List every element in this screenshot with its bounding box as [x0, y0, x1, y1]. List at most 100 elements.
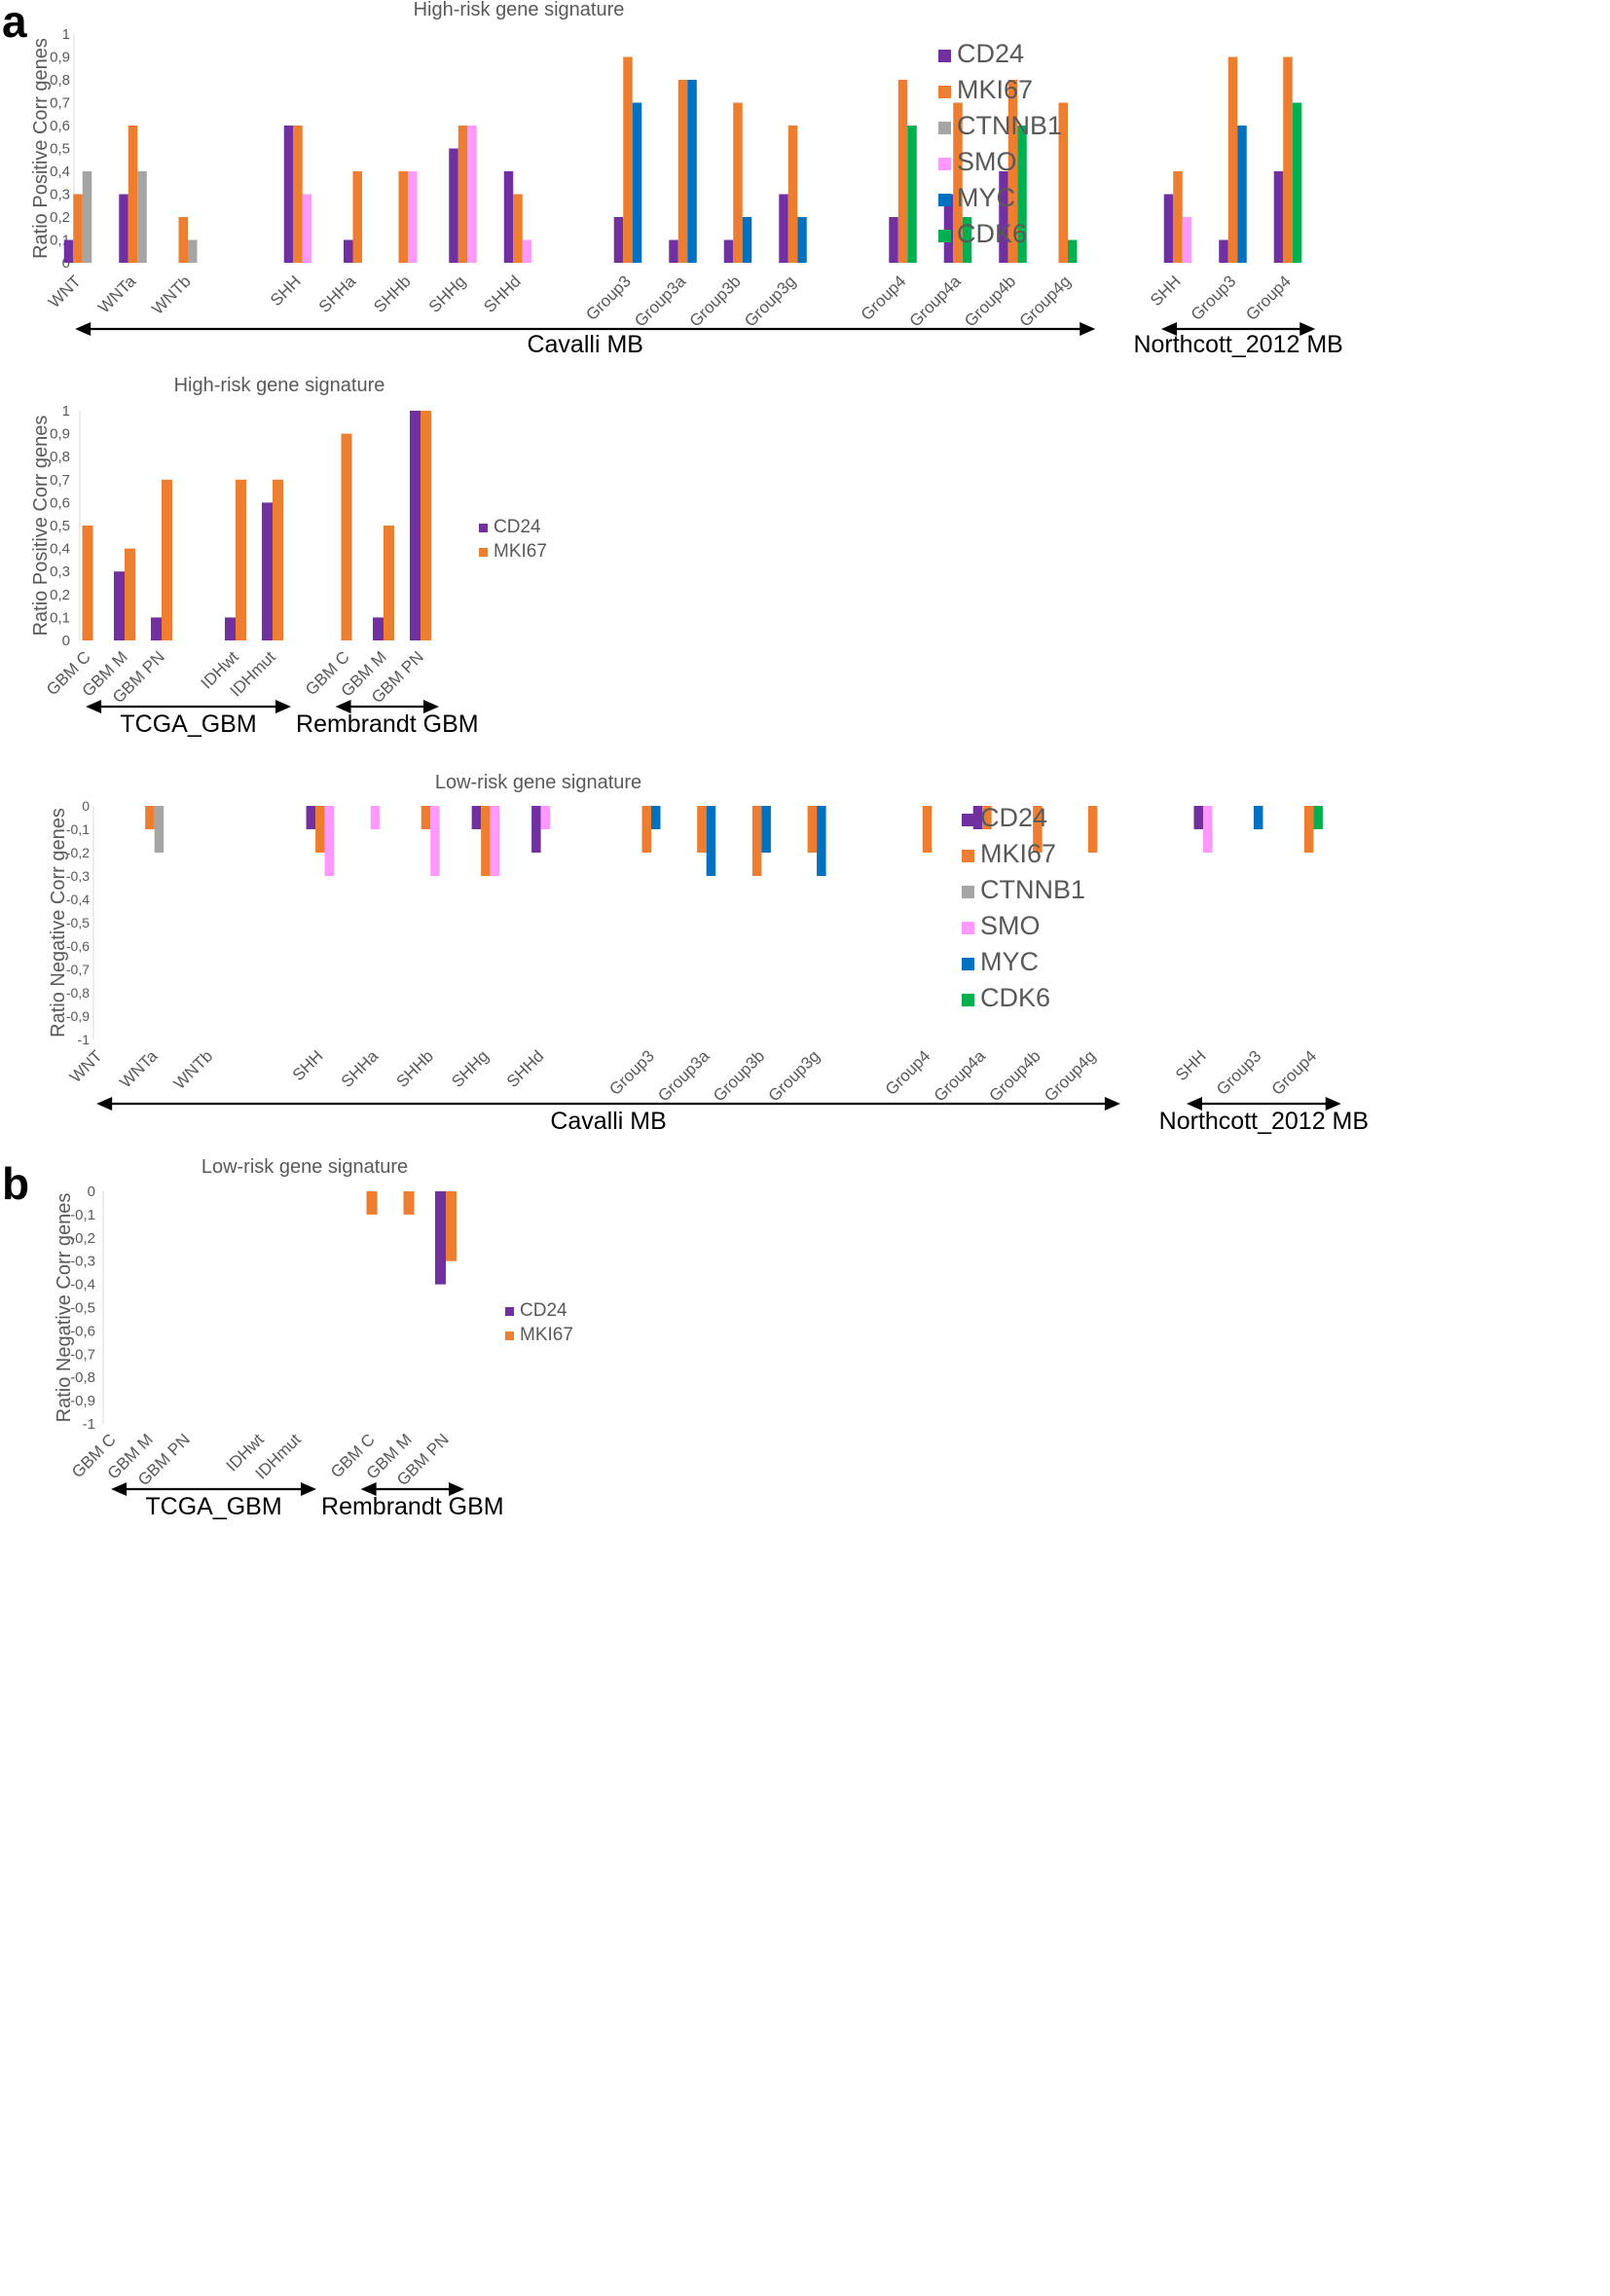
bar-smo-shhd	[522, 239, 532, 263]
y-tick-label: -0,1	[70, 1207, 95, 1223]
x-tick-label: WNT	[66, 1046, 106, 1086]
bar-cd24-wnta	[119, 194, 128, 263]
bar-mki67-group3a	[677, 80, 688, 263]
legend-label-cd24: CD24	[957, 39, 1024, 68]
bar-mki67-group3b	[751, 806, 762, 876]
bar-smo-shh	[1203, 806, 1213, 853]
group-label-rembrandt-gbm: Rembrandt GBM	[296, 711, 479, 738]
x-tick-label: Group4	[1242, 272, 1295, 324]
y-tick-label: 0	[82, 798, 90, 814]
bar-mki67-group4g	[1087, 806, 1098, 853]
x-tick-label: SHHa	[338, 1046, 383, 1091]
bar-cd24-gbm-pn	[410, 411, 421, 640]
y-tick-label: 0,8	[50, 72, 70, 89]
bar-smo-shhb	[408, 171, 418, 263]
group-arrow-head-left	[111, 1482, 128, 1496]
bar-mki67-gbm-m	[125, 548, 135, 640]
y-tick-label: -0,1	[66, 821, 90, 837]
y-tick-label: 0,3	[50, 187, 70, 203]
bar-smo-shhg	[467, 126, 477, 263]
y-tick-label: -0,6	[66, 938, 90, 954]
bar-cd24-group4b	[999, 171, 1008, 263]
chart-title: Low-risk gene signature	[435, 772, 641, 793]
bar-smo-shhd	[540, 806, 551, 829]
bar-cdk6-group4	[1313, 806, 1323, 829]
bar-ctnnb1-wnt	[82, 171, 92, 263]
legend-swatch-ctnnb1	[938, 122, 951, 134]
x-tick-label: WNT	[45, 272, 85, 311]
x-tick-label: Group4b	[986, 1046, 1044, 1105]
y-axis-label: Ratio Negative Corr genes	[54, 1193, 75, 1423]
group-arrow-head-right	[301, 1482, 316, 1496]
group-label-northcott-2012-mb: Northcott_2012 MB	[1159, 1108, 1369, 1135]
bar-mki67-wnta	[128, 126, 138, 263]
bar-mki67-gbm-pn	[446, 1191, 457, 1261]
bar-mki67-shh	[293, 126, 303, 263]
x-tick-label: Group3b	[710, 1046, 768, 1105]
x-tick-label: SHHg	[448, 1046, 493, 1091]
x-tick-label: Group4a	[906, 272, 966, 331]
y-tick-label: 0	[62, 255, 70, 272]
y-tick-label: -0,7	[66, 962, 90, 977]
bar-cd24-shh	[306, 806, 316, 829]
x-tick-label: Group3	[1213, 1046, 1265, 1099]
chart-low-risk-glioblastoma: Low-risk gene signature Ratio Negative Co…	[54, 1156, 573, 1520]
y-tick-label: -0,5	[66, 915, 90, 930]
chart-title: Low-risk gene signature	[201, 1156, 408, 1178]
legend-swatch-myc	[962, 958, 974, 970]
bar-cd24-group3	[613, 217, 624, 263]
bar-mki67-group3g	[787, 126, 798, 263]
group-arrow-head-left	[335, 700, 351, 713]
x-tick-label: Group3	[605, 1046, 658, 1099]
bar-ctnnb1-wnta	[154, 806, 165, 853]
legend-label-ctnnb1: CTNNB1	[957, 111, 1062, 140]
legend-label-mki67: MKI67	[494, 541, 547, 562]
bar-cd24-group4	[889, 217, 898, 263]
x-tick-label: SHHd	[480, 272, 525, 316]
group-arrow-head-right	[449, 1482, 464, 1496]
y-tick-label: 0,9	[50, 50, 70, 66]
bar-cd24-gbm-pn	[151, 617, 162, 640]
x-tick-label: SHHb	[370, 272, 415, 316]
y-tick-label: 1	[62, 26, 70, 43]
x-tick-label: Group4a	[931, 1046, 990, 1106]
y-tick-label: -0,3	[70, 1254, 95, 1270]
bar-mki67-shhg	[457, 126, 468, 263]
y-tick-label: 0	[88, 1184, 95, 1200]
bar-mki67-shhb	[421, 806, 431, 829]
bar-mki67-group3a	[697, 806, 707, 853]
bar-cd24-gbm-m	[373, 617, 384, 640]
bar-smo-shhb	[430, 806, 440, 876]
x-tick-label: WNTa	[116, 1046, 162, 1092]
bar-mki67-group4b	[1033, 806, 1043, 853]
x-tick-label: SHH	[1147, 272, 1185, 310]
legend-swatch-cdk6	[962, 994, 974, 1006]
y-tick-label: -0,8	[70, 1369, 95, 1386]
group-arrow-head-left	[86, 700, 102, 713]
bar-myc-group3b	[742, 217, 752, 263]
y-tick-label: 0,5	[50, 518, 70, 534]
bar-cd24-gbm-pn	[435, 1191, 446, 1285]
y-tick-label: -0,7	[70, 1346, 95, 1363]
bar-cd24-idhwt	[225, 617, 236, 640]
bar-mki67-group3g	[807, 806, 818, 853]
x-tick-label: SHH	[1172, 1046, 1210, 1084]
group-label-tcga-gbm: TCGA_GBM	[120, 711, 256, 738]
x-tick-label: Group3g	[741, 272, 799, 330]
x-tick-label: SHHg	[425, 272, 470, 316]
x-tick-label: SHH	[289, 1046, 327, 1084]
bar-cdk6-group4g	[1068, 239, 1078, 263]
group-arrow-head-right	[1079, 322, 1096, 336]
legend-label-myc: MYC	[957, 183, 1015, 212]
legend-swatch-cd24	[938, 50, 951, 62]
bar-mki67-shh	[315, 806, 325, 853]
bar-mki67-wnt	[73, 194, 83, 263]
bar-myc-group3a	[706, 806, 716, 876]
y-tick-label: -0,9	[70, 1393, 95, 1409]
chart-high-risk-glioblastoma: High-risk gene signature Ratio Positive C…	[30, 375, 547, 738]
legend-swatch-cd24	[479, 524, 488, 532]
bar-cd24-shh	[283, 126, 294, 263]
bar-cdk6-group4	[907, 126, 917, 263]
chart-title: High-risk gene signature	[414, 0, 625, 20]
y-tick-label: -0,2	[70, 1230, 95, 1247]
